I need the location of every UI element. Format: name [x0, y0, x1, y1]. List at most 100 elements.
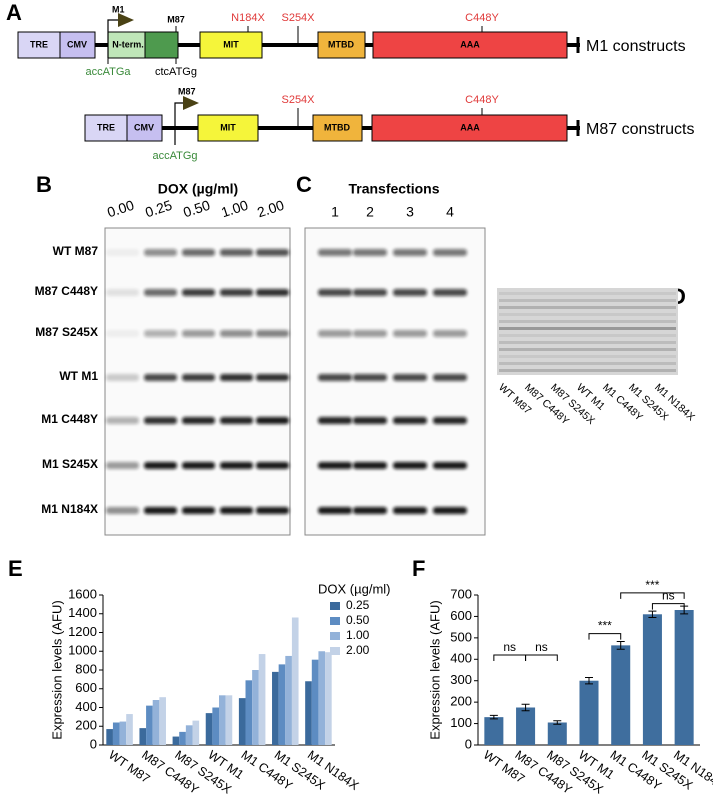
gel-stripe	[499, 306, 676, 309]
y-tick-label: 500	[450, 629, 472, 644]
aaa-box	[371, 114, 568, 142]
bar	[238, 698, 246, 745]
bar	[484, 717, 504, 745]
band	[393, 507, 427, 514]
mutation-label: C448Y	[465, 12, 499, 24]
bar	[611, 645, 631, 745]
band	[144, 330, 177, 337]
lane-label: 3	[406, 204, 414, 220]
codon-label: ctcATGg	[155, 66, 197, 78]
row-label: M87 S245X	[35, 325, 98, 339]
bar	[159, 697, 166, 745]
legend-swatch	[330, 647, 340, 655]
bar	[272, 671, 279, 745]
y-tick-label: 200	[450, 694, 472, 709]
arrow-head	[118, 13, 134, 27]
row-label: M87 C448Y	[35, 284, 98, 298]
band	[353, 330, 387, 337]
dose-label: 2.00	[255, 197, 286, 221]
band	[318, 374, 352, 381]
y-tick-label: 800	[75, 661, 97, 676]
mit-box	[199, 31, 263, 59]
bar	[547, 722, 567, 745]
band	[433, 249, 467, 256]
panel-a: A TRE CMV N-term. MIT MTBD AAA M1 M87 N1…	[6, 0, 694, 162]
blot	[304, 227, 486, 536]
legend-label: 0.25	[346, 598, 370, 612]
bar	[139, 728, 147, 745]
y-tick-label: 400	[75, 699, 97, 714]
y-tick-label: 1200	[68, 624, 97, 639]
band	[433, 289, 467, 296]
gel-stripe	[499, 299, 676, 302]
band	[106, 289, 139, 296]
band	[144, 462, 177, 469]
start-arrow	[174, 102, 188, 145]
panel-title: DOX (µg/ml)	[158, 181, 238, 197]
bar	[106, 729, 113, 745]
mutation-label: S254X	[281, 94, 315, 106]
band	[182, 330, 215, 337]
significance-label: ***	[645, 578, 659, 592]
bar	[185, 725, 193, 745]
band	[318, 507, 352, 514]
band	[393, 462, 427, 469]
bar	[278, 664, 286, 745]
band	[433, 330, 467, 337]
band	[256, 374, 289, 381]
row-label: WT M87	[53, 244, 99, 258]
error-bar	[553, 720, 562, 725]
nterm-dark	[144, 31, 179, 59]
panel-c: C Transfections	[296, 172, 486, 536]
mit-box	[197, 114, 259, 142]
legend-swatch	[330, 602, 340, 610]
band	[144, 374, 177, 381]
row-label: M1 S245X	[42, 457, 98, 471]
bar	[285, 655, 292, 745]
bar	[252, 670, 259, 745]
band	[353, 417, 387, 424]
bar	[642, 614, 662, 745]
band	[318, 249, 352, 256]
start-label: M1	[112, 4, 125, 14]
panel-b: B DOX (µg/ml)	[36, 172, 291, 536]
band	[182, 374, 215, 381]
y-tick-label: 1400	[68, 605, 97, 620]
significance-label: ns	[503, 640, 516, 654]
band	[393, 249, 427, 256]
bar	[325, 652, 332, 745]
band	[106, 249, 139, 256]
dose-label: 1.00	[219, 197, 250, 221]
row-label: M1 C448Y	[41, 412, 98, 426]
error-bar	[489, 714, 498, 720]
significance-label: ns	[662, 589, 675, 603]
band	[433, 462, 467, 469]
dose-label: 0.25	[143, 197, 174, 221]
box-label: TRE	[97, 122, 115, 132]
band	[256, 417, 289, 424]
box-label: CMV	[134, 122, 154, 132]
significance-bracket	[493, 654, 527, 661]
significance-bracket	[525, 654, 558, 661]
band	[433, 507, 467, 514]
bar	[318, 651, 326, 745]
cmv-box	[59, 31, 96, 59]
aaa-box	[372, 31, 568, 59]
panel-label: A	[6, 0, 22, 25]
gel-stripe	[499, 320, 676, 323]
blot	[104, 227, 291, 536]
row-label: WT M1	[59, 369, 98, 383]
panel-label: C	[296, 172, 312, 197]
bar	[172, 736, 180, 745]
y-tick-label: 200	[75, 718, 97, 733]
band	[182, 417, 215, 424]
box-label: MIT	[220, 122, 236, 132]
panel-d: D	[497, 284, 686, 375]
gel	[497, 288, 678, 375]
y-tick-label: 100	[450, 715, 472, 730]
gel-stripe	[499, 292, 676, 295]
band	[256, 462, 289, 469]
band	[220, 462, 253, 469]
bar	[311, 659, 319, 745]
